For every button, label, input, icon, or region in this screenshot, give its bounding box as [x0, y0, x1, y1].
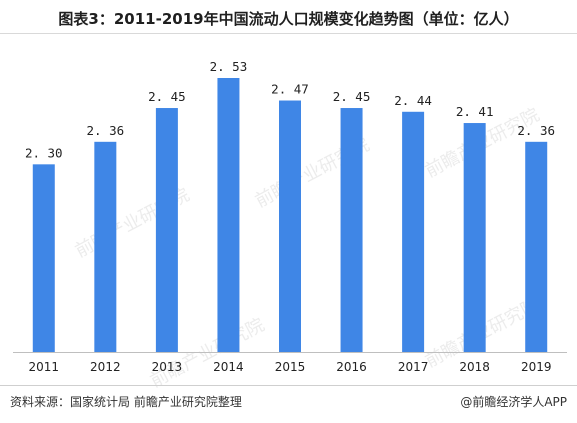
title-divider — [0, 33, 577, 34]
bar-2014 — [217, 78, 240, 352]
x-tick-2017: 2017 — [398, 360, 429, 374]
bar-2019 — [525, 141, 548, 352]
data-label-2015: 2. 47 — [271, 82, 309, 97]
data-label-2012: 2. 36 — [87, 123, 125, 138]
x-tick-2012: 2012 — [90, 360, 121, 374]
data-label-2011: 2. 30 — [25, 145, 63, 160]
data-label-2016: 2. 45 — [333, 89, 371, 104]
x-tick-2011: 2011 — [29, 360, 60, 374]
bar-2017 — [402, 111, 425, 352]
chart-title: 图表3：2011-2019年中国流动人口规模变化趋势图（单位：亿人） — [58, 10, 519, 28]
brand-credit: @前瞻经济学人APP — [460, 395, 567, 409]
source-note: 资料来源：国家统计局 前瞻产业研究院整理 — [10, 395, 242, 409]
bar-2015 — [279, 100, 301, 352]
footer-divider — [0, 385, 577, 386]
bar-2018 — [463, 123, 486, 352]
bar-2013 — [155, 108, 178, 352]
x-tick-2019: 2019 — [521, 360, 552, 374]
data-label-2019: 2. 36 — [517, 123, 555, 138]
data-label-2013: 2. 45 — [148, 89, 186, 104]
data-label-2018: 2. 41 — [456, 104, 494, 119]
data-label-2017: 2. 44 — [394, 93, 432, 108]
x-tick-2015: 2015 — [275, 360, 306, 374]
x-tick-2018: 2018 — [459, 360, 490, 374]
bar-2012 — [94, 141, 117, 352]
bar-chart: 2. 30 2011 2. 36 2012 2. 45 2013 2. 53 2014 2. 4… — [13, 59, 567, 374]
bar-2016 — [340, 108, 363, 352]
bar-2011 — [32, 164, 55, 352]
x-tick-2014: 2014 — [213, 360, 244, 374]
x-tick-2016: 2016 — [336, 360, 367, 374]
data-label-2014: 2. 53 — [210, 59, 248, 74]
x-tick-2013: 2013 — [152, 360, 183, 374]
